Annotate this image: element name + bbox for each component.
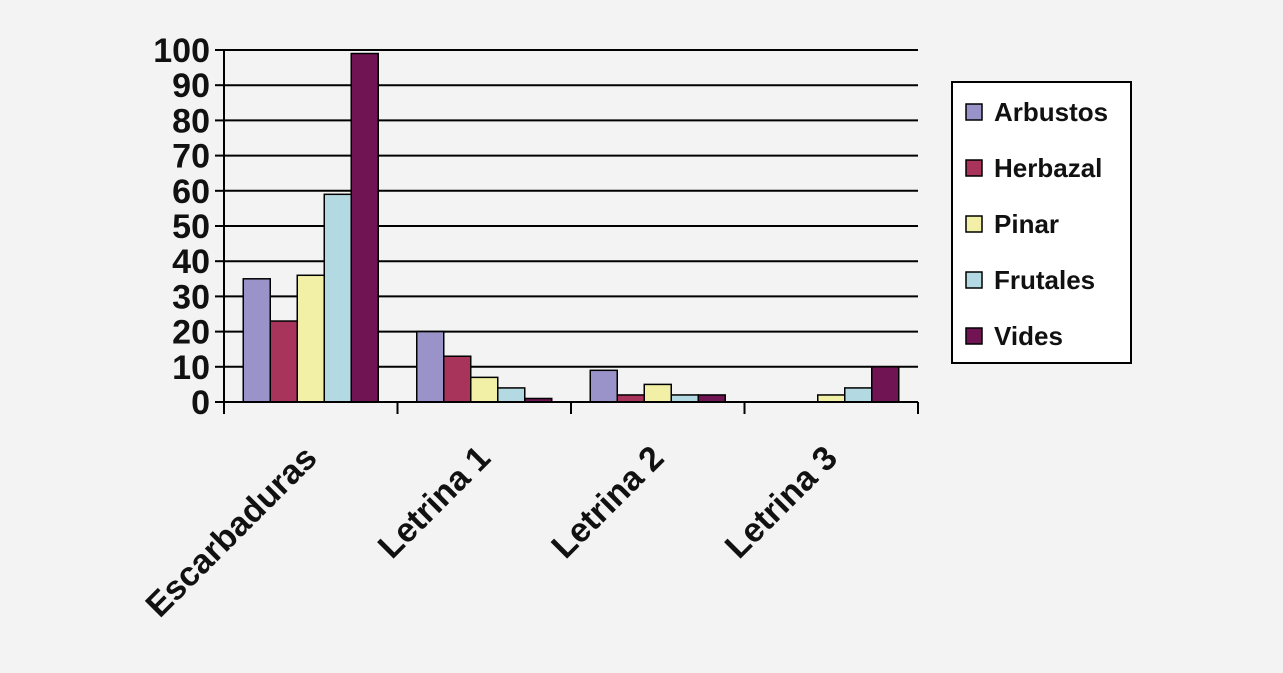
legend-swatch — [965, 215, 983, 233]
bar — [350, 52, 379, 403]
legend-label: Herbazal — [994, 153, 1102, 183]
legend-label: Frutales — [994, 265, 1095, 295]
bar — [242, 278, 271, 403]
bar — [817, 394, 846, 403]
x-category-label: Letrina 3 — [718, 439, 845, 566]
legend-swatch — [965, 103, 983, 121]
y-tick-label: 100 — [153, 32, 210, 70]
x-axis-category-labels: Escarbaduras Letrina 1 Letrina 2 Letrina 3 — [139, 439, 845, 625]
bar — [416, 330, 445, 403]
legend-swatch — [965, 159, 983, 177]
x-category-label: Escarbaduras — [139, 439, 325, 625]
y-tick-label: 30 — [172, 278, 210, 316]
y-tick-label: 60 — [172, 173, 210, 211]
bar — [616, 394, 645, 403]
bar — [844, 387, 873, 403]
legend-label: Vides — [994, 321, 1063, 351]
y-tick-label: 20 — [172, 314, 210, 352]
x-category-label: Letrina 2 — [544, 439, 671, 566]
bar — [323, 193, 352, 403]
bar — [670, 394, 699, 403]
bar — [871, 366, 900, 403]
bar — [497, 387, 526, 403]
bar — [470, 376, 499, 403]
legend-label: Pinar — [994, 209, 1059, 239]
y-tick-label: 90 — [172, 67, 210, 105]
legend-swatch — [965, 271, 983, 289]
y-tick-label: 10 — [172, 349, 210, 387]
bar — [296, 274, 325, 403]
legend-swatch — [965, 327, 983, 345]
bar — [269, 320, 298, 403]
y-tick-label: 40 — [172, 243, 210, 281]
bar — [589, 369, 618, 403]
bar — [697, 394, 726, 403]
y-tick-label: 70 — [172, 138, 210, 176]
y-tick-label: 50 — [172, 208, 210, 246]
x-category-label: Letrina 1 — [371, 439, 498, 566]
y-tick-label: 80 — [172, 102, 210, 140]
bars — [242, 52, 900, 403]
bar — [443, 355, 472, 403]
legend-label: Arbustos — [994, 97, 1108, 127]
bar — [643, 383, 672, 403]
y-tick-label: 0 — [191, 384, 210, 422]
axes — [215, 49, 919, 414]
legend: Arbustos Herbazal Pinar Frutales Vides — [951, 81, 1132, 364]
